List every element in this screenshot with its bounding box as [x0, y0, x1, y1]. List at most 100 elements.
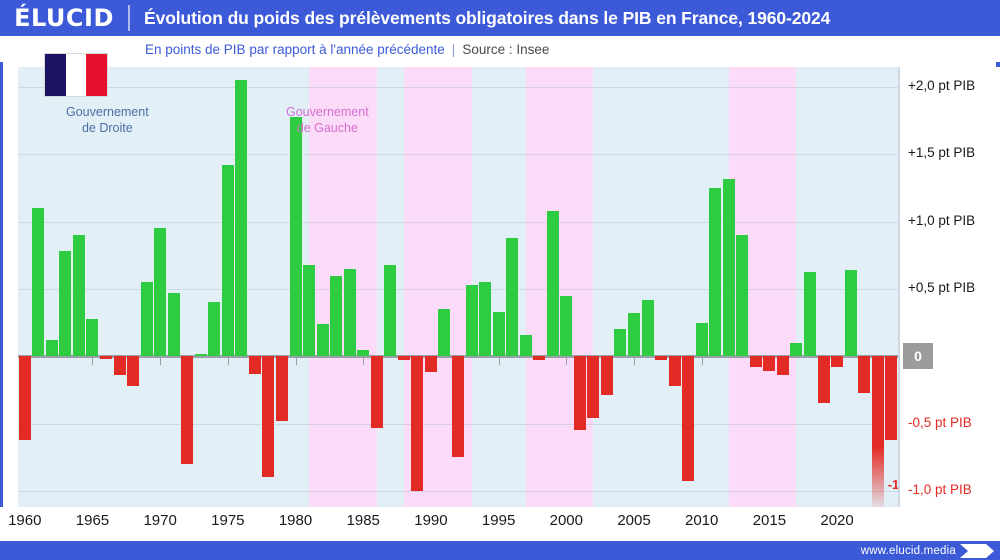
y-axis-label: +1,0 pt PIB [908, 212, 976, 228]
y-axis-label: +1,5 pt PIB [908, 145, 976, 161]
chart-bar [465, 284, 478, 357]
subtitle-text: En points de PIB par rapport à l'année p… [145, 41, 445, 57]
chart-bar [59, 251, 72, 357]
chart-bar [235, 80, 248, 357]
x-axis-label: 2015 [752, 512, 787, 529]
gridline [18, 289, 898, 291]
chart-bar [492, 311, 505, 357]
chart-bar [628, 313, 640, 357]
chart-bar [885, 356, 898, 440]
x-axis-label: 1990 [414, 512, 448, 529]
x-axis [0, 507, 1000, 543]
chart-bar [154, 228, 167, 357]
chart-bar [289, 116, 302, 357]
chart-bar [72, 235, 85, 357]
left-edge-border [0, 36, 3, 541]
chart-bar [208, 302, 221, 357]
chart-bar [749, 356, 762, 368]
footer-bar: www.elucid.media [0, 541, 1000, 560]
x-axis-label: 2000 [549, 512, 583, 529]
chart-bar [113, 356, 126, 376]
page-title: Évolution du poids des prélèvements obli… [144, 7, 831, 28]
chart-bar [221, 165, 234, 357]
chart-bar [452, 356, 464, 458]
chart-bar [790, 342, 803, 357]
subtitle-separator: | [451, 41, 456, 57]
x-axis-label: 2005 [617, 512, 651, 529]
annotation-gouvernement-droite-line1: Gouvernement [66, 105, 149, 119]
chart-bar [858, 356, 871, 393]
chart-bar [682, 356, 695, 482]
gridline [18, 87, 898, 89]
x-axis-tick [363, 358, 365, 366]
chart-bar [127, 356, 140, 386]
x-axis-label: 1960 [8, 512, 42, 529]
chart-bar [600, 356, 613, 396]
chart-bar [844, 270, 857, 357]
chart-plot-area: Gouvernement de Droite Gouvernement de Gauc… [18, 67, 898, 507]
chart-bar [316, 324, 329, 357]
zero-axis-badge: 0 [903, 343, 933, 370]
government-band-gauche [525, 67, 594, 507]
chart-bar [100, 356, 112, 359]
chart-bar [86, 318, 99, 357]
y-axis-label: -1,0 pt PIB [908, 481, 972, 497]
chart-bar [32, 208, 45, 357]
chart-bar [357, 349, 370, 357]
x-axis-label: 1980 [278, 512, 313, 529]
chart-bar [546, 210, 559, 357]
chart-bar [411, 356, 424, 491]
x-axis-tick [701, 358, 703, 366]
chart-bar [397, 356, 410, 361]
x-axis-tick [295, 358, 297, 366]
y-axis-divider [898, 67, 900, 507]
chart-bar [763, 356, 776, 372]
flag-red-stripe [86, 54, 108, 96]
arrow-logo-icon [960, 543, 994, 558]
chart-bar [641, 299, 654, 357]
x-axis-label: 2010 [685, 512, 719, 529]
chart-bar [343, 268, 356, 357]
chart-bar [262, 356, 275, 478]
x-axis-label: 2020 [820, 512, 854, 529]
x-axis-label: 1965 [75, 512, 110, 529]
subtitle: En points de PIB par rapport à l'année p… [145, 36, 549, 62]
chart-bar [722, 178, 735, 357]
annotation-gouvernement-droite-line2: de Droite [81, 120, 133, 135]
footer-url[interactable]: www.elucid.media [860, 544, 956, 557]
x-axis-label: 1970 [143, 512, 177, 529]
chart-bar [248, 356, 261, 374]
government-band-gauche [309, 67, 377, 507]
chart-bar [479, 282, 492, 357]
gridline [18, 221, 898, 223]
gridline [18, 490, 898, 492]
x-axis-tick [566, 358, 568, 366]
chart-bar [181, 356, 194, 464]
chart-bar [817, 356, 830, 404]
source-text: Source : Insee [462, 41, 550, 57]
header-bar: ÉLUCID Évolution du poids des prélèvemen… [0, 0, 1000, 36]
chart-bar [276, 356, 288, 421]
chart-bar [831, 356, 844, 368]
bar-value-label: -1,8 [887, 477, 898, 492]
chart-bar [804, 271, 816, 357]
chart-bar [330, 275, 343, 357]
brand-logo: ÉLUCID [14, 4, 114, 32]
y-axis [898, 67, 1000, 507]
gridline [18, 154, 898, 156]
chart-bar [709, 188, 722, 357]
french-flag-icon [44, 53, 108, 97]
flag-white-stripe [65, 54, 87, 96]
x-axis-label: 1975 [211, 512, 245, 529]
x-axis-tick [160, 358, 162, 366]
chart-bar [506, 237, 519, 357]
subheader-bar [0, 36, 1000, 62]
x-axis-tick [92, 358, 94, 366]
annotation-gouvernement-gauche: Gouvernement de Gauche [286, 105, 369, 136]
chart-bar [167, 293, 180, 357]
chart-bar [194, 353, 207, 357]
chart-bar [573, 356, 586, 431]
y-axis-label: +0,5 pt PIB [908, 280, 976, 296]
chart-bar [438, 309, 451, 357]
